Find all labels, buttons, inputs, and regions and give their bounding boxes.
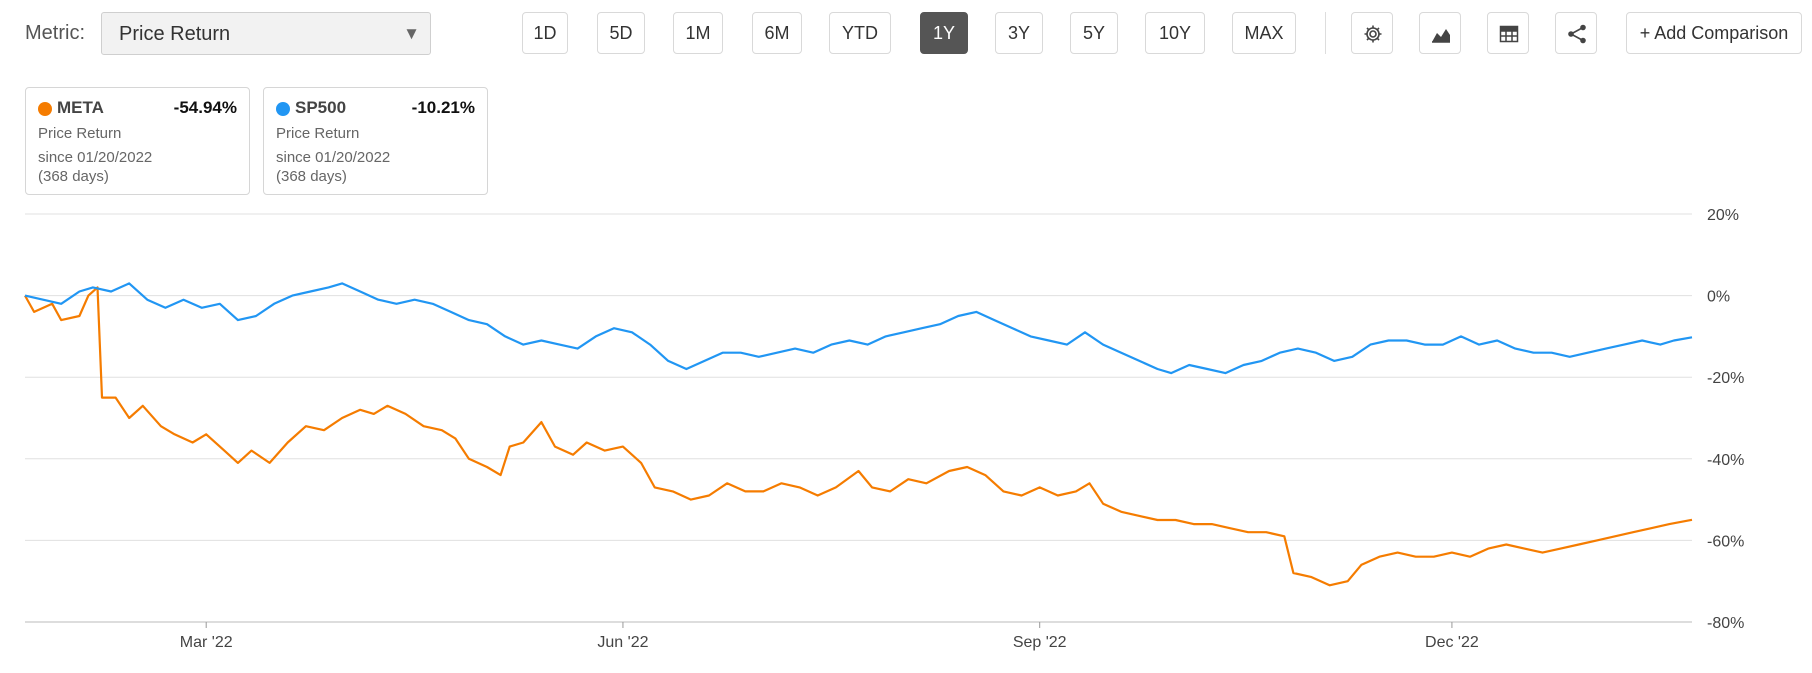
range-button-1m[interactable]: 1M [673, 12, 723, 54]
gear-icon [1364, 25, 1382, 43]
range-button-10y[interactable]: 10Y [1145, 12, 1205, 54]
caret-down-icon: ▼ [403, 24, 420, 43]
y-tick-label: 20% [1707, 207, 1739, 224]
meta-color-dot [38, 102, 52, 116]
card-ticker: SP500 [295, 98, 347, 117]
legend-card-meta[interactable]: META -54.94% Price Return since 01/20/20… [25, 87, 250, 195]
metric-selected-value: Price Return [119, 23, 231, 45]
y-tick-label: -20% [1707, 370, 1744, 387]
y-tick-label: -60% [1707, 533, 1744, 550]
chart-type-button[interactable] [1419, 12, 1461, 54]
x-tick-label: Jun '22 [597, 634, 648, 651]
metric-select[interactable]: Price Return ▼ [101, 12, 431, 55]
card-since: since 01/20/2022 [276, 149, 391, 166]
range-button-3y[interactable]: 3Y [995, 12, 1043, 54]
series-line-meta [24, 286, 1693, 587]
metric-label: Metric: [25, 22, 85, 44]
range-button-6m[interactable]: 6M [752, 12, 802, 54]
legend-card-sp500[interactable]: SP500 -10.21% Price Return since 01/20/2… [263, 87, 488, 195]
y-tick-label: 0% [1707, 289, 1730, 306]
table-view-button[interactable] [1487, 12, 1529, 54]
x-tick-label: Sep '22 [1013, 634, 1067, 651]
range-button-5y[interactable]: 5Y [1070, 12, 1118, 54]
card-metric: Price Return [38, 125, 122, 142]
toolbar-divider [1325, 12, 1326, 54]
y-tick-label: -80% [1707, 615, 1744, 632]
card-ticker: META [57, 98, 104, 117]
price-return-chart[interactable]: 20% 0% -20% -40% -60% -80% Mar '22 Jun '22 Sep '… [0, 200, 1812, 670]
range-button-1d[interactable]: 1D [522, 12, 568, 54]
share-icon [1568, 24, 1586, 44]
y-tick-label: -40% [1707, 452, 1744, 469]
card-return-value: -54.94% [173, 98, 237, 117]
range-button-max[interactable]: MAX [1232, 12, 1296, 54]
settings-button[interactable] [1351, 12, 1393, 54]
chart-type-icon [1432, 29, 1450, 43]
range-button-ytd[interactable]: YTD [829, 12, 891, 54]
card-days: (368 days) [276, 168, 347, 185]
card-return-value: -10.21% [411, 98, 475, 117]
card-since: since 01/20/2022 [38, 149, 153, 166]
range-button-1y[interactable]: 1Y [920, 12, 968, 54]
series-line-sp500 [24, 282, 1693, 375]
share-button[interactable] [1555, 12, 1597, 54]
table-icon [1499, 25, 1519, 43]
card-days: (368 days) [38, 168, 109, 185]
x-tick-label: Mar '22 [180, 634, 233, 651]
card-metric: Price Return [276, 125, 360, 142]
x-tick-label: Dec '22 [1425, 634, 1479, 651]
sp500-color-dot [276, 102, 290, 116]
add-comparison-button[interactable]: + Add Comparison [1626, 12, 1802, 54]
range-button-5d[interactable]: 5D [597, 12, 645, 54]
